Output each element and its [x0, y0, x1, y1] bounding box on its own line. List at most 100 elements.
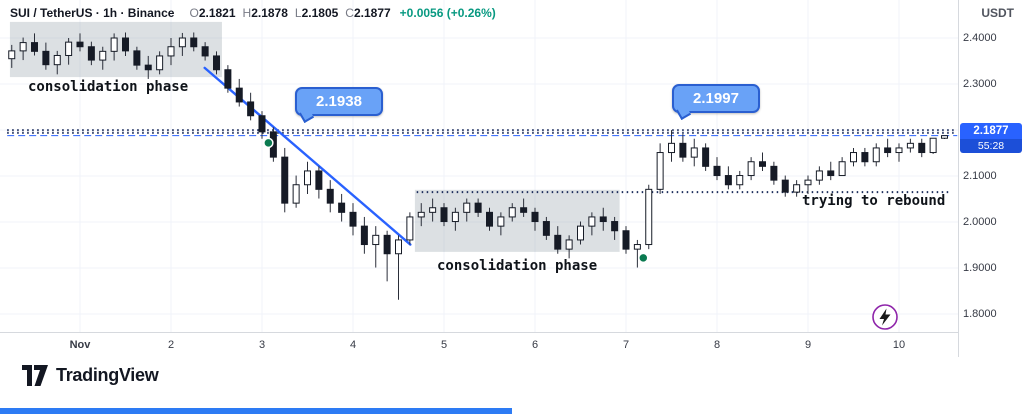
time-axis-label: 10: [892, 339, 906, 351]
candle-down: [781, 179, 789, 193]
candle-down: [122, 37, 129, 52]
candle-down: [247, 101, 255, 117]
ohlc-low-value: 2.1805: [301, 6, 339, 20]
annotation-consolidation-1[interactable]: consolidation phase: [28, 79, 189, 95]
candle-up: [99, 50, 107, 61]
candle-down: [133, 50, 141, 66]
candlestick-chart-canvas[interactable]: [0, 0, 958, 332]
symbol-legend: SUI / TetherUS · 1h · Binance O2.1821 H2.1…: [10, 6, 496, 20]
candle-up: [429, 207, 437, 213]
candle-down: [190, 37, 198, 48]
candle-up: [304, 170, 311, 186]
price-axis-label: 2.0000: [963, 216, 997, 228]
candle-up: [53, 54, 61, 66]
candle-up: [850, 152, 857, 163]
candle-down: [679, 142, 687, 158]
candle-up: [178, 37, 186, 48]
candle-up: [668, 142, 675, 154]
candle-down: [213, 55, 220, 71]
candle-down: [520, 207, 528, 213]
candle-down: [827, 170, 835, 177]
candle-up: [19, 42, 27, 52]
candle-up: [451, 211, 459, 223]
symbol-title[interactable]: SUI / TetherUS · 1h · Binance: [10, 6, 175, 20]
entry-marker[interactable]: [638, 252, 649, 264]
candle-down: [76, 41, 84, 48]
candle-up: [417, 211, 425, 218]
candle-down: [884, 147, 892, 154]
candle-down: [713, 165, 721, 177]
candle-up: [838, 161, 846, 177]
candle-down: [383, 234, 391, 255]
price-axis-label: 1.8000: [963, 308, 997, 320]
price-axis-label: 2.4000: [963, 32, 997, 44]
candle-down: [554, 234, 562, 250]
candle-down: [770, 165, 778, 181]
candle-down: [315, 170, 323, 190]
candle-down: [918, 142, 926, 154]
candle-down: [31, 42, 38, 52]
candle-down: [201, 46, 209, 57]
time-axis-label: 8: [713, 339, 721, 351]
ohlc-low-label: L: [294, 6, 302, 20]
price-change: +0.0056 (+0.26%): [399, 6, 496, 20]
lightning-icon[interactable]: [871, 303, 899, 331]
price-axis-label: 2.1000: [963, 170, 997, 182]
candle-up: [463, 202, 471, 213]
ohlc-high-label: H: [242, 6, 252, 20]
annotation-consolidation-2[interactable]: consolidation phase: [437, 258, 598, 274]
ohlc-open-value: 2.1821: [198, 6, 236, 20]
time-axis-label: 9: [804, 339, 812, 351]
candle-up: [656, 152, 664, 190]
candle-up: [645, 188, 653, 246]
candle-up: [508, 207, 516, 218]
bottom-blue-strip: [0, 408, 512, 414]
candle-up: [793, 184, 801, 193]
ohlc-high-value: 2.1878: [251, 6, 288, 20]
time-axis-label: 3: [258, 339, 266, 351]
time-axis-label: 5: [440, 339, 448, 351]
tradingview-logo-icon: [22, 365, 48, 386]
last-price-value: 2.1877: [960, 123, 1022, 139]
ohlc-open-label: O: [189, 6, 199, 20]
price-callout-2-1997[interactable]: 2.1997: [672, 84, 760, 113]
candle-down: [326, 188, 334, 204]
candle-down: [235, 87, 243, 103]
candle-up: [65, 41, 73, 56]
candle-up: [395, 239, 402, 255]
quote-currency-label: USDT: [981, 6, 1014, 20]
candle-down: [42, 50, 50, 66]
consolidation-zone[interactable]: [414, 189, 620, 252]
callout-price-text: 2.1938: [316, 93, 362, 110]
candle-down: [702, 147, 710, 167]
ohlc-close-label: C: [345, 6, 354, 20]
candle-down: [224, 69, 232, 89]
price-callout-2-1938[interactable]: 2.1938: [295, 87, 383, 116]
candle-up: [895, 147, 903, 154]
candle-up: [929, 137, 937, 154]
ohlc-close-value: 2.1877: [353, 6, 391, 20]
candle-down: [258, 115, 266, 133]
candle-down: [599, 216, 607, 223]
candle-up: [292, 184, 300, 204]
candle-up: [110, 37, 118, 52]
last-price-badge: 2.1877 55:28: [960, 123, 1022, 153]
price-axis-label: 2.3000: [963, 78, 997, 90]
candle-down: [531, 211, 539, 223]
candle-up: [588, 216, 596, 227]
candle-up: [941, 135, 948, 139]
time-axis-separator: [0, 332, 958, 333]
candle-up: [8, 50, 16, 60]
candle-down: [440, 207, 448, 223]
annotation-trying-to-rebound[interactable]: trying to rebound: [802, 193, 946, 209]
candle-up: [372, 234, 380, 246]
entry-marker[interactable]: [263, 137, 274, 149]
price-axis-label: 1.9000: [963, 262, 997, 274]
tradingview-logo[interactable]: TradingView: [22, 365, 159, 386]
candle-down: [349, 211, 357, 227]
candle-up: [736, 175, 744, 186]
candle-up: [497, 216, 505, 227]
candle-up: [815, 170, 823, 181]
time-axis-label: 7: [622, 339, 630, 351]
bar-countdown: 55:28: [960, 139, 1022, 153]
